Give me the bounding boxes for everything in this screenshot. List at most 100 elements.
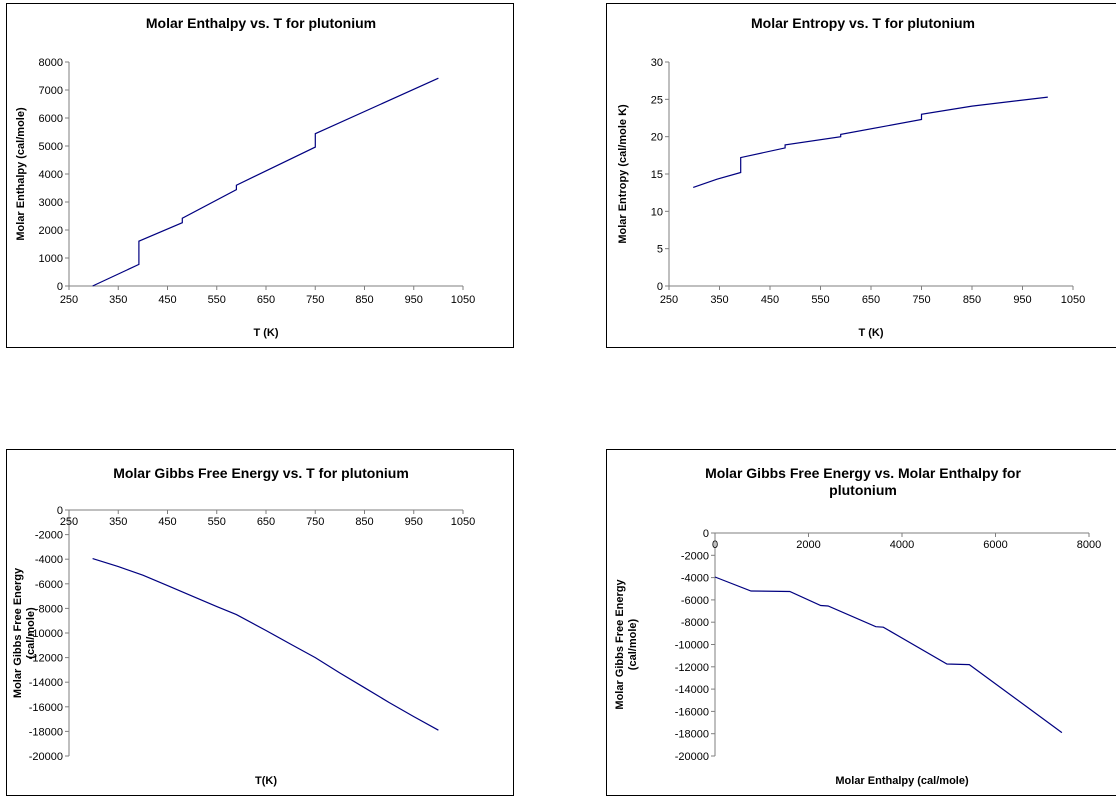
x-tick-label: 950 xyxy=(1013,294,1031,306)
x-tick-label: 950 xyxy=(405,516,423,528)
chart-title-line: plutonium xyxy=(829,482,897,498)
y-tick-label: -10000 xyxy=(29,628,63,640)
x-axis-title: Molar Enthalpy (cal/mole) xyxy=(835,775,969,787)
x-tick-label: 450 xyxy=(158,294,176,306)
chart-title: Molar Enthalpy vs. T for plutonium xyxy=(146,15,376,31)
y-tick-label: -14000 xyxy=(675,684,709,696)
x-tick-label: 850 xyxy=(355,516,373,528)
y-tick-label: -2000 xyxy=(681,550,709,562)
series-line xyxy=(693,96,1048,188)
y-tick-label: 30 xyxy=(651,57,663,69)
gibbs-vs-enthalpy-chart: Molar Gibbs Free Energy vs. Molar Enthal… xyxy=(606,449,1116,796)
y-tick-label: 1000 xyxy=(39,253,63,265)
y-tick-label: -20000 xyxy=(675,751,709,763)
gibbs-vs-t-chart-svg: Molar Gibbs Free Energy vs. T for pluton… xyxy=(12,465,475,787)
x-tick-label: 450 xyxy=(761,294,779,306)
chart-title-line: Molar Entropy vs. T for plutonium xyxy=(751,15,975,31)
y-tick-label: -16000 xyxy=(675,706,709,718)
x-tick-label: 750 xyxy=(306,294,324,306)
gibbs-vs-t-chart: Molar Gibbs Free Energy vs. T for pluton… xyxy=(6,449,514,796)
x-tick-label: 1050 xyxy=(451,516,475,528)
y-tick-label: 7000 xyxy=(39,85,63,97)
x-tick-label: 550 xyxy=(811,294,829,306)
x-tick-label: 4000 xyxy=(890,539,914,551)
y-tick-label: -16000 xyxy=(29,702,63,714)
y-tick-label: 0 xyxy=(657,281,663,293)
x-tick-label: 250 xyxy=(60,294,78,306)
y-tick-label: -18000 xyxy=(29,726,63,738)
x-tick-label: 650 xyxy=(257,294,275,306)
chart-title-line: Molar Enthalpy vs. T for plutonium xyxy=(146,15,376,31)
x-tick-label: 350 xyxy=(710,294,728,306)
enthalpy-chart-svg: Molar Enthalpy vs. T for plutonium 0 1000 2… xyxy=(15,15,475,339)
enthalpy-chart: Molar Enthalpy vs. T for plutonium 0 1000 2… xyxy=(6,3,514,348)
x-tick-label: 2000 xyxy=(796,539,820,551)
x-axis-title: T (K) xyxy=(858,327,883,339)
x-tick-label: 650 xyxy=(257,516,275,528)
x-tick-label: 6000 xyxy=(983,539,1007,551)
y-tick-label: 8000 xyxy=(39,57,63,69)
x-tick-label: 8000 xyxy=(1077,539,1101,551)
y-tick-label: 0 xyxy=(703,528,709,540)
y-tick-label: 4000 xyxy=(39,169,63,181)
y-tick-label: 3000 xyxy=(39,197,63,209)
series-line xyxy=(714,576,1063,734)
y-tick-label: 0 xyxy=(57,281,63,293)
y-axis-title: (cal/mole) xyxy=(627,618,639,670)
y-tick-label: 0 xyxy=(57,505,63,517)
y-tick-label: 5 xyxy=(657,244,663,256)
y-tick-label: 25 xyxy=(651,94,663,106)
gibbs-vs-enthalpy-chart-svg: Molar Gibbs Free Energy vs. Molar Enthal… xyxy=(614,465,1101,787)
series-line xyxy=(92,558,439,731)
entropy-chart-svg: Molar Entropy vs. T for plutonium 0 5 10 15 2… xyxy=(617,15,1085,339)
x-tick-label: 650 xyxy=(862,294,880,306)
x-tick-label: 750 xyxy=(306,516,324,528)
series-line xyxy=(92,77,439,287)
y-tick-label: -18000 xyxy=(675,729,709,741)
x-tick-label: 350 xyxy=(109,294,127,306)
y-axis-title: Molar Enthalpy (cal/mole) xyxy=(15,107,27,241)
y-axis-title: Molar Entropy (cal/mole K) xyxy=(617,104,629,244)
x-tick-label: 550 xyxy=(208,294,226,306)
y-tick-label: -6000 xyxy=(681,595,709,607)
y-tick-label: -20000 xyxy=(29,751,63,763)
y-tick-label: 20 xyxy=(651,132,663,144)
y-tick-label: 10 xyxy=(651,206,663,218)
x-tick-label: 750 xyxy=(912,294,930,306)
x-tick-label: 1050 xyxy=(1061,294,1085,306)
chart-title: Molar Entropy vs. T for plutonium xyxy=(751,15,975,31)
y-tick-label: -4000 xyxy=(681,573,709,585)
x-tick-label: 850 xyxy=(963,294,981,306)
y-tick-label: -12000 xyxy=(29,653,63,665)
y-tick-label: -10000 xyxy=(675,640,709,652)
y-tick-label: 2000 xyxy=(39,225,63,237)
y-tick-label: 15 xyxy=(651,169,663,181)
y-axis-title: (cal/mole) xyxy=(25,607,37,659)
x-tick-label: 850 xyxy=(355,294,373,306)
y-tick-label: -8000 xyxy=(681,617,709,629)
x-tick-label: 1050 xyxy=(451,294,475,306)
x-tick-label: 450 xyxy=(158,516,176,528)
entropy-chart: Molar Entropy vs. T for plutonium 0 5 10 15 2… xyxy=(606,3,1116,348)
x-tick-label: 350 xyxy=(109,516,127,528)
x-tick-label: 250 xyxy=(60,516,78,528)
y-tick-label: -8000 xyxy=(35,603,63,615)
x-axis-title: T(K) xyxy=(255,775,277,787)
x-axis-title: T (K) xyxy=(253,327,278,339)
x-tick-label: 0 xyxy=(712,539,718,551)
y-tick-label: -12000 xyxy=(675,662,709,674)
y-tick-label: 6000 xyxy=(39,113,63,125)
y-axis-title: Molar Gibbs Free Energy xyxy=(614,579,626,710)
y-tick-label: -6000 xyxy=(35,579,63,591)
chart-title-line: Molar Gibbs Free Energy vs. Molar Enthal… xyxy=(705,465,1021,481)
chart-title-line: Molar Gibbs Free Energy vs. T for pluton… xyxy=(113,465,409,481)
x-tick-label: 550 xyxy=(208,516,226,528)
chart-title: Molar Gibbs Free Energy vs. Molar Enthal… xyxy=(705,465,1021,498)
y-axis-title: Molar Gibbs Free Energy xyxy=(12,567,24,698)
y-tick-label: -14000 xyxy=(29,677,63,689)
y-tick-label: 5000 xyxy=(39,141,63,153)
x-tick-label: 250 xyxy=(660,294,678,306)
y-tick-label: -4000 xyxy=(35,554,63,566)
x-tick-label: 950 xyxy=(405,294,423,306)
y-tick-label: -2000 xyxy=(35,530,63,542)
